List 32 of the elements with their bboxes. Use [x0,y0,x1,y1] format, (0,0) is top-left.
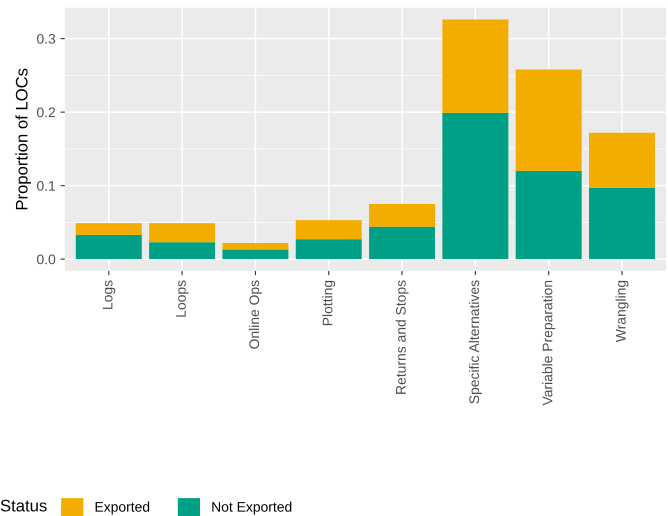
bar [516,170,582,260]
bar [442,20,508,113]
bar [76,223,142,235]
y-tick-label: 0.0 [37,254,56,264]
bar [516,69,582,171]
bar [149,242,216,260]
x-tick-label: Loops [176,280,189,317]
y-tick-label: 0.1 [37,180,56,191]
bar [369,204,436,227]
x-tick-label: Logs [102,280,116,309]
bar [589,132,655,188]
legend-label: Not Exported [212,502,292,515]
y-tick-label: 0.2 [37,107,56,118]
bar [296,239,362,260]
legend-label: Exported [96,502,150,515]
bar [149,223,216,242]
bar [76,234,142,260]
x-tick-label: Plotting [322,280,336,326]
x-tick-label: Online Ops [248,280,262,349]
x-tick-label: Variable Preparation [542,280,556,406]
bar [222,250,288,260]
legend-title: Status [0,500,47,512]
bar [589,188,655,260]
bar [369,226,436,260]
x-tick-label: Specific Alternatives [468,280,482,404]
bar [442,112,508,260]
bar [222,242,288,250]
x-tick-label: Returns and Stops [396,280,409,394]
y-axis-title: Proportion of LOCs [15,68,31,210]
y-tick-label: 0.3 [37,34,56,44]
bar [296,220,362,240]
x-tick-label: Wrangling [616,280,628,342]
